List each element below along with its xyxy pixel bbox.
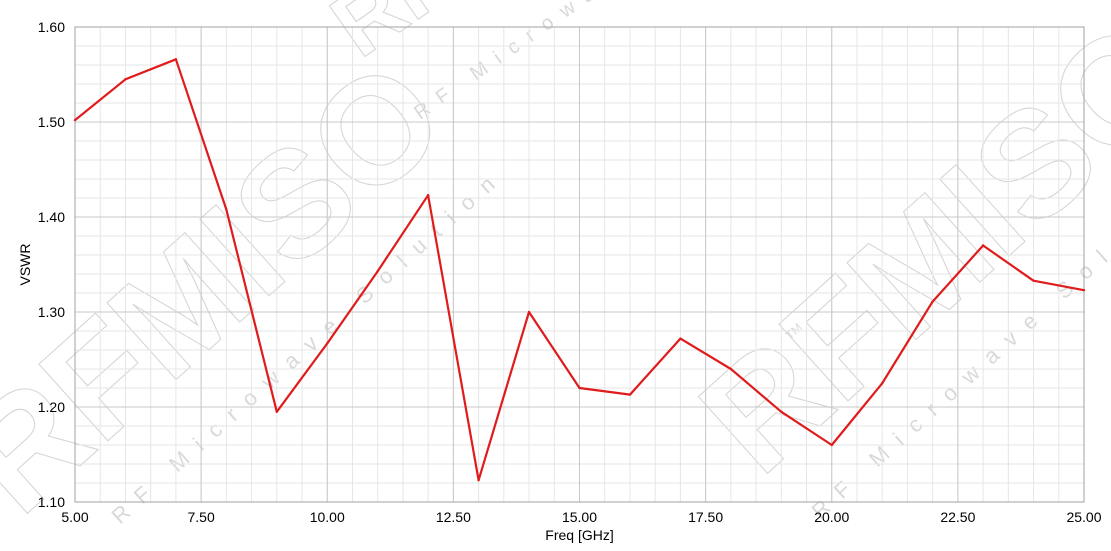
x-tick-label: 12.50 [436, 509, 471, 525]
data-point [275, 410, 278, 413]
x-axis-tick-labels: 5.00 7.50 10.00 12.50 15.00 17.50 20.00 22.50 25… [61, 509, 1101, 525]
major-gridlines [75, 27, 1084, 502]
y-tick-label: 1.30 [38, 304, 65, 320]
data-point [174, 58, 178, 61]
plot-area-border [74, 26, 1085, 503]
data-point [376, 269, 379, 273]
x-axis-title: Freq [GHz] [545, 527, 613, 543]
y-tick-label: 1.40 [38, 209, 65, 225]
x-tick-label: 5.00 [61, 509, 88, 525]
data-point [124, 78, 127, 81]
data-point [225, 208, 228, 211]
watermark-brand-right: RFMISO [669, 0, 1111, 504]
x-tick-label: 22.50 [940, 509, 975, 525]
data-point [426, 193, 430, 197]
y-axis-tick-labels: 1.10 1.20 1.30 1.40 1.50 1.60 [38, 19, 65, 510]
y-axis-title: VSWR [17, 244, 33, 286]
data-point [73, 118, 77, 122]
x-tick-label: 17.50 [688, 509, 723, 525]
y-tick-label: 1.60 [38, 19, 65, 35]
watermark-tagline-top: RF Microwave Solution [410, 0, 797, 124]
x-tick-label: 20.00 [814, 509, 849, 525]
y-tick-label: 1.20 [38, 399, 65, 415]
x-tick-label: 15.00 [562, 509, 597, 525]
data-point [679, 337, 682, 340]
data-point [729, 367, 733, 371]
y-tick-label: 1.10 [38, 494, 65, 510]
data-point [881, 382, 884, 385]
data-point [931, 300, 934, 303]
data-point [981, 244, 985, 247]
x-tick-label: 25.00 [1066, 509, 1101, 525]
data-point [1032, 279, 1035, 282]
data-point [830, 443, 833, 447]
x-tick-label: 7.50 [188, 509, 215, 525]
data-point [780, 410, 783, 413]
data-point [326, 342, 329, 345]
watermark-brand-left: RFMISO [0, 29, 475, 544]
x-tick-label: 10.00 [310, 509, 345, 525]
data-point [578, 386, 581, 390]
data-point [628, 393, 632, 396]
data-point [477, 478, 480, 482]
y-tick-label: 1.50 [38, 114, 65, 130]
data-point [1082, 288, 1086, 292]
series-layer [73, 58, 1086, 482]
data-point [527, 310, 531, 314]
